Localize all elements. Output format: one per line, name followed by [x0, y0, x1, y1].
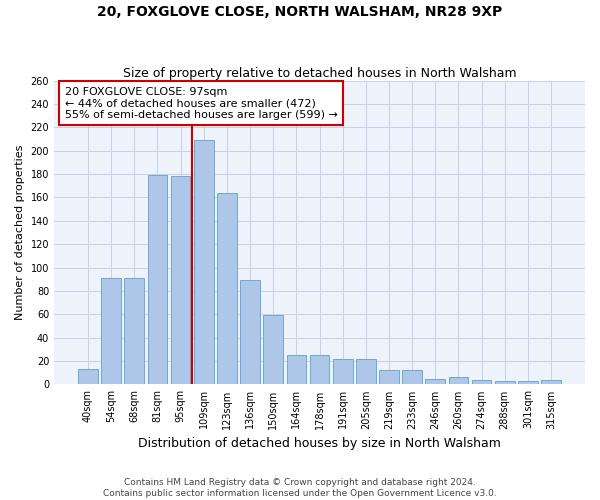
Text: 20, FOXGLOVE CLOSE, NORTH WALSHAM, NR28 9XP: 20, FOXGLOVE CLOSE, NORTH WALSHAM, NR28 …: [97, 5, 503, 19]
Bar: [78, 369, 98, 384]
Bar: [171, 176, 190, 384]
Bar: [425, 378, 445, 384]
Y-axis label: Number of detached properties: Number of detached properties: [15, 145, 25, 320]
Bar: [333, 358, 353, 384]
Bar: [263, 316, 283, 384]
Bar: [356, 358, 376, 384]
Bar: [101, 278, 121, 384]
Text: 20 FOXGLOVE CLOSE: 97sqm
← 44% of detached houses are smaller (472)
55% of semi-: 20 FOXGLOVE CLOSE: 97sqm ← 44% of detach…: [65, 86, 338, 120]
Bar: [148, 176, 167, 384]
Bar: [518, 381, 538, 384]
Bar: [449, 378, 468, 384]
Bar: [402, 370, 422, 384]
Bar: [495, 381, 515, 384]
Title: Size of property relative to detached houses in North Walsham: Size of property relative to detached ho…: [123, 66, 517, 80]
Bar: [310, 355, 329, 384]
Bar: [240, 280, 260, 384]
X-axis label: Distribution of detached houses by size in North Walsham: Distribution of detached houses by size …: [138, 437, 501, 450]
Text: Contains HM Land Registry data © Crown copyright and database right 2024.
Contai: Contains HM Land Registry data © Crown c…: [103, 478, 497, 498]
Bar: [541, 380, 561, 384]
Bar: [124, 278, 144, 384]
Bar: [194, 140, 214, 384]
Bar: [379, 370, 399, 384]
Bar: [472, 380, 491, 384]
Bar: [217, 193, 237, 384]
Bar: [287, 355, 306, 384]
